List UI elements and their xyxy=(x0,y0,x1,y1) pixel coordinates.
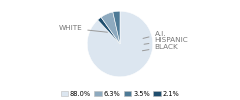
Wedge shape xyxy=(101,12,120,44)
Text: BLACK: BLACK xyxy=(142,44,178,51)
Text: WHITE: WHITE xyxy=(59,25,107,32)
Wedge shape xyxy=(87,11,153,77)
Wedge shape xyxy=(98,17,120,44)
Text: HISPANIC: HISPANIC xyxy=(144,37,188,44)
Legend: 88.0%, 6.3%, 3.5%, 2.1%: 88.0%, 6.3%, 3.5%, 2.1% xyxy=(61,91,179,97)
Wedge shape xyxy=(113,11,120,44)
Text: A.I.: A.I. xyxy=(143,31,166,38)
